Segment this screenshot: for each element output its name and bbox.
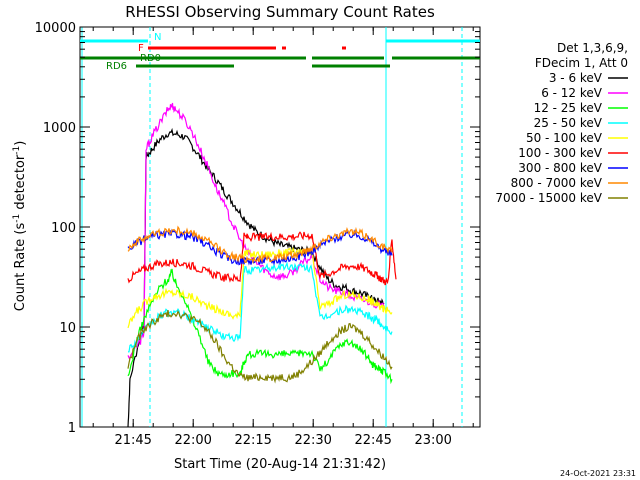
axis-ticks: 21:45 22:00 22:15 22:30 22:45 23:00 1 10 100 1000… bbox=[35, 21, 480, 448]
plot-frame bbox=[79, 26, 481, 428]
flag-label: F bbox=[138, 43, 144, 54]
series-line bbox=[127, 225, 393, 265]
legend-entry-label: 12 - 25 keV bbox=[534, 101, 603, 115]
footer-timestamp: 24-Oct-2021 23:31 bbox=[560, 469, 636, 478]
legend-entry-label: 300 - 800 keV bbox=[518, 161, 602, 175]
y-axis-label: Count Rate (s-1 detector-1) bbox=[12, 141, 28, 312]
legend-header: FDecim 1, Att 0 bbox=[535, 56, 628, 70]
x-tick-label: 22:30 bbox=[294, 433, 331, 448]
chart-title: RHESSI Observing Summary Count Rates bbox=[125, 3, 435, 21]
y-tick-label: 1000 bbox=[43, 121, 76, 136]
series-line bbox=[127, 231, 397, 286]
x-tick-label: 22:15 bbox=[234, 433, 271, 448]
y-axis-label-part-1: Count Rate (s bbox=[13, 223, 28, 312]
legend-entry-label: 7000 - 15000 keV bbox=[495, 191, 602, 205]
legend-entry-label: 3 - 6 keV bbox=[549, 71, 603, 85]
y-axis-label-sup-1: -1 bbox=[12, 214, 22, 223]
legend-entry-label: 25 - 50 keV bbox=[534, 116, 603, 130]
flag-label: N bbox=[154, 32, 161, 43]
y-tick-label: 10000 bbox=[35, 21, 76, 36]
flag-label: RD6 bbox=[106, 61, 127, 72]
series-line bbox=[127, 102, 385, 361]
flag-label: RD0 bbox=[140, 53, 161, 64]
series-line bbox=[127, 261, 393, 353]
y-tick-label: 100 bbox=[51, 221, 76, 236]
legend-entry-label: 6 - 12 keV bbox=[541, 86, 603, 100]
y-tick-label: 10 bbox=[59, 321, 76, 336]
plot-axes bbox=[79, 26, 481, 428]
x-tick-label: 23:00 bbox=[414, 433, 451, 448]
data-series bbox=[127, 102, 397, 428]
y-tick-label: 1 bbox=[68, 421, 76, 436]
series-line bbox=[127, 268, 393, 385]
vertical-markers bbox=[81, 27, 463, 427]
y-axis-label-part-3: ) bbox=[13, 141, 28, 146]
y-axis-label-part-2: detector bbox=[13, 154, 28, 214]
series-line bbox=[127, 309, 393, 384]
x-tick-label: 21:45 bbox=[114, 433, 151, 448]
series-line bbox=[127, 246, 393, 329]
legend-entry-label: 800 - 7000 keV bbox=[511, 176, 603, 190]
series-line bbox=[127, 127, 385, 428]
legend-header: Det 1,3,6,9, bbox=[557, 41, 628, 55]
x-tick-label: 22:00 bbox=[174, 433, 211, 448]
x-tick-label: 22:45 bbox=[354, 433, 391, 448]
x-axis-label: Start Time (20-Aug-14 21:31:42) bbox=[174, 457, 386, 472]
legend-entry-label: 50 - 100 keV bbox=[526, 131, 603, 145]
y-axis-label-sup-2: -1 bbox=[12, 146, 22, 155]
legend-entry-label: 100 - 300 keV bbox=[518, 146, 602, 160]
